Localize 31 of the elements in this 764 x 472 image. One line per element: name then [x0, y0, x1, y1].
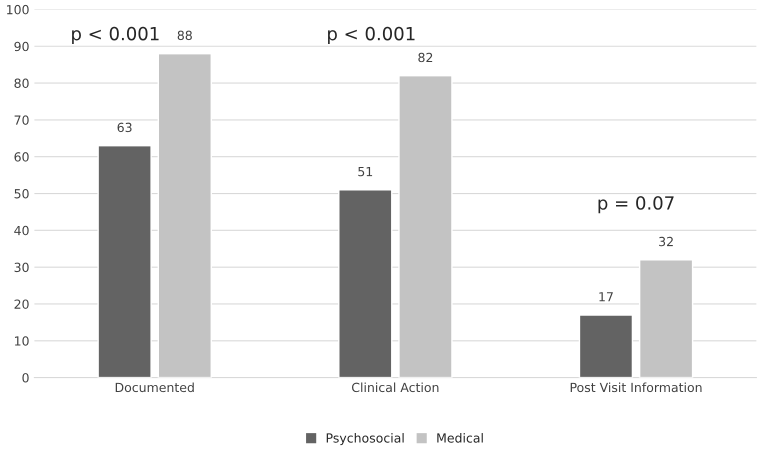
data-label: 63: [118, 122, 132, 132]
y-tick-label: 10: [14, 336, 29, 346]
y-tick-label: 100: [7, 4, 29, 14]
x-tick-label: Post Visit Information: [570, 382, 702, 392]
y-tick-label: 80: [14, 78, 29, 88]
data-label: 82: [418, 52, 432, 62]
y-tick-label: 0: [22, 373, 29, 383]
data-label: 32: [659, 236, 673, 246]
annotation: p < 0.001: [72, 26, 159, 44]
annotation: p < 0.001: [328, 26, 415, 44]
annotation: p = 0.07: [598, 196, 674, 214]
y-tick-label: 50: [14, 188, 29, 198]
y-tick-label: 90: [14, 42, 29, 52]
bar: [578, 314, 634, 378]
legend-label: Psychosocial: [326, 433, 404, 446]
bar: [638, 259, 694, 378]
data-label: 51: [358, 167, 372, 176]
bar: [97, 144, 152, 378]
y-tick-label: 30: [14, 262, 29, 272]
bar: [158, 52, 212, 378]
y-tick-label: 20: [14, 299, 29, 309]
legend-label: Medical: [437, 433, 483, 443]
data-label: 88: [178, 30, 192, 40]
y-tick-label: 40: [14, 226, 29, 236]
bar: [398, 75, 453, 378]
x-tick-label: Documented: [116, 382, 194, 392]
y-tick-label: 60: [14, 152, 29, 162]
data-label: 17: [599, 292, 613, 302]
y-tick-label: 70: [14, 115, 29, 125]
x-tick-label: Clinical Action: [352, 382, 438, 392]
bar: [338, 189, 392, 378]
